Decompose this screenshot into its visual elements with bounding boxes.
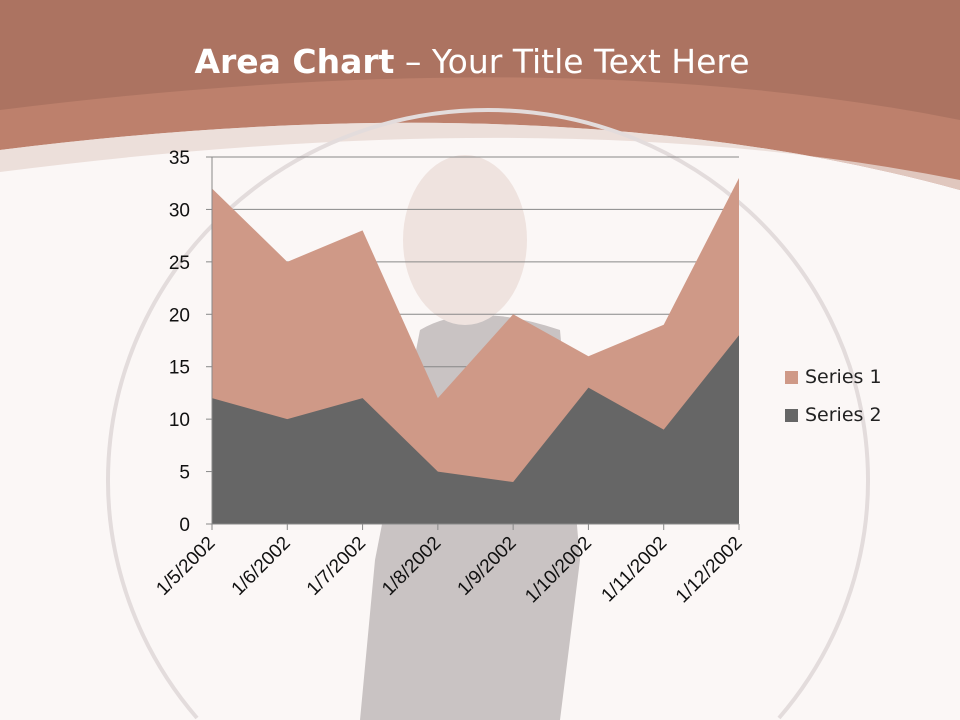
y-tick-label: 25 — [169, 253, 190, 274]
y-tick-label: 30 — [169, 200, 190, 221]
y-tick-label: 0 — [179, 515, 190, 536]
legend-label: Series 1 — [805, 366, 882, 388]
ring-decoration — [106, 108, 870, 720]
legend-label: Series 2 — [805, 404, 882, 426]
x-tick-label: 1/6/2002 — [228, 533, 295, 600]
y-tick-label: 35 — [169, 148, 190, 169]
x-tick-label: 1/10/2002 — [521, 533, 596, 608]
y-tick-label: 5 — [179, 463, 190, 484]
legend-series-2: Series 2 — [785, 396, 882, 434]
y-tick-label: 15 — [169, 358, 190, 379]
x-tick-label: 1/11/2002 — [598, 533, 672, 607]
x-tick-label: 1/12/2002 — [672, 533, 747, 608]
x-tick-label: 1/7/2002 — [303, 533, 370, 600]
x-tick-label: 1/9/2002 — [454, 533, 521, 600]
header-swoosh — [0, 122, 960, 190]
slide-title: Area Chart – Your Title Text Here — [194, 42, 750, 81]
header-shade — [0, 0, 960, 120]
legend-swatch — [785, 370, 798, 384]
person-face — [403, 155, 527, 325]
y-tick-label: 20 — [169, 305, 190, 326]
legend-swatch — [785, 408, 798, 422]
x-tick-label: 1/8/2002 — [378, 533, 445, 600]
x-tick-label: 1/5/2002 — [152, 533, 219, 600]
area-series-2 — [212, 335, 739, 524]
legend-series-1: Series 1 — [785, 358, 882, 396]
y-tick-label: 10 — [169, 410, 190, 431]
legend: Series 1 Series 2 — [785, 358, 882, 434]
